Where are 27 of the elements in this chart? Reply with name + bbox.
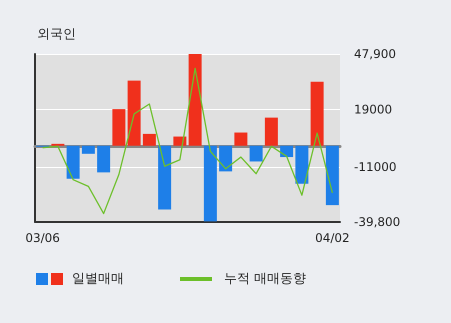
bar bbox=[128, 80, 141, 146]
x-tick-label: 04/02 bbox=[315, 231, 350, 245]
legend-label: 일별매매 bbox=[72, 272, 124, 286]
bar bbox=[82, 146, 95, 154]
bar bbox=[250, 146, 263, 162]
bar bbox=[280, 146, 294, 158]
y-tick-label: 19000 bbox=[354, 102, 392, 116]
y-tick-label: -39,800 bbox=[354, 215, 400, 229]
bar bbox=[310, 82, 324, 146]
y-tick-label: -11000 bbox=[354, 160, 397, 174]
bar bbox=[204, 146, 217, 222]
y-tick-label: 47,900 bbox=[354, 47, 396, 61]
chart-title: 외국인 bbox=[37, 27, 76, 42]
bar bbox=[66, 146, 80, 179]
bar bbox=[326, 146, 339, 206]
x-tick-label: 03/06 bbox=[25, 231, 60, 245]
bar bbox=[264, 118, 278, 146]
bar bbox=[97, 146, 110, 172]
bar bbox=[234, 132, 248, 146]
line-series bbox=[42, 68, 334, 214]
bar bbox=[295, 146, 308, 184]
bar bbox=[188, 54, 202, 146]
legend-label: 누적 매매동향 bbox=[224, 272, 306, 286]
bar bbox=[112, 109, 126, 146]
bar bbox=[158, 146, 172, 210]
bar bbox=[142, 134, 156, 146]
bar bbox=[219, 146, 232, 172]
